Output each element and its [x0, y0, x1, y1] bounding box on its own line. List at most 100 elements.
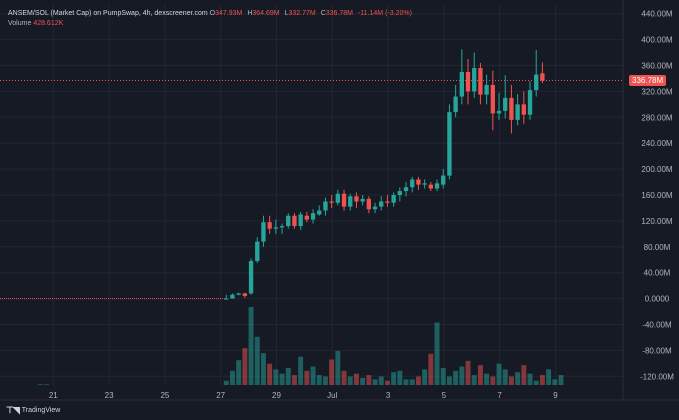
candle-body — [403, 187, 409, 192]
volume-bar — [322, 376, 328, 385]
volume-bar — [391, 372, 397, 385]
volume-bar — [37, 384, 43, 385]
volume-bar — [353, 373, 359, 385]
candle-body — [279, 226, 285, 228]
candle-body — [255, 241, 260, 262]
volume-bar — [285, 367, 291, 385]
y-tick-label: 400.00M — [641, 36, 672, 45]
volume-bar — [409, 379, 415, 385]
volume-bar — [372, 379, 378, 385]
candle-body — [298, 214, 303, 227]
volume-bar — [552, 379, 558, 385]
candle-body — [366, 198, 372, 210]
volume-bar — [453, 370, 459, 385]
volume-bar — [248, 307, 254, 385]
volume-bar — [223, 380, 229, 385]
candle-body — [410, 179, 415, 188]
x-tick-label: 5 — [442, 391, 447, 400]
candle-body — [354, 196, 359, 202]
y-tick-label: 0.0000 — [645, 295, 670, 304]
candle-body — [416, 179, 421, 185]
volume-bar — [546, 369, 552, 385]
tradingview-logo[interactable]: ⊤◥ TradingView — [6, 405, 60, 416]
x-tick-label: Jul — [327, 391, 337, 400]
volume-bar — [267, 363, 273, 385]
candle-body — [341, 193, 347, 207]
candle-body — [459, 71, 464, 97]
candle-body — [465, 71, 471, 92]
candle-body — [385, 201, 390, 203]
volume-bar — [415, 376, 421, 385]
volume-bar — [446, 376, 452, 385]
volume-label: Volume — [8, 20, 32, 27]
volume-bar — [366, 375, 372, 385]
x-tick-label: 25 — [160, 391, 169, 400]
volume-bar — [335, 350, 341, 385]
last-price-label: 336.78M — [629, 74, 667, 86]
volume-bar — [298, 356, 304, 385]
candle-body — [379, 201, 384, 207]
low-value: 332.77M — [288, 10, 316, 17]
candle-body — [292, 215, 297, 227]
volume-bar — [260, 353, 266, 385]
volume-bar — [347, 376, 353, 385]
volume-bar — [397, 370, 403, 385]
volume-bar — [496, 363, 502, 385]
x-tick-label: 9 — [553, 391, 558, 400]
x-tick-label: 23 — [105, 391, 114, 400]
volume-bar — [310, 366, 316, 385]
chart-legend: ANSEM/SOL (Market Cap) on PumpSwap, 4h, … — [8, 9, 415, 19]
candle-body — [441, 175, 446, 185]
volume-bar — [508, 376, 514, 385]
open-label: O — [209, 10, 216, 17]
x-tick-label: 3 — [386, 391, 391, 400]
candle-body — [335, 193, 341, 203]
candle-body — [428, 184, 434, 189]
change-value: -11.14M (-3.20%) — [357, 10, 412, 17]
volume-bar — [527, 373, 533, 385]
candle-body — [329, 201, 334, 203]
y-tick-label: -120.00M — [640, 372, 674, 381]
volume-bar — [471, 375, 477, 385]
y-tick-label: 320.00M — [641, 87, 672, 96]
candle-body — [323, 201, 328, 211]
y-tick-label: 360.00M — [641, 62, 672, 71]
candle-body — [261, 222, 266, 242]
volume-bar — [477, 365, 483, 385]
y-tick-label: 40.00M — [644, 269, 671, 278]
candle-body — [434, 183, 440, 189]
volume-bar — [341, 370, 347, 385]
candle-body — [447, 112, 452, 176]
volume-bar — [384, 380, 390, 385]
volume-bar — [229, 370, 235, 385]
volume-bar — [490, 376, 496, 385]
open-value: 347.93M — [215, 10, 243, 17]
volume-bar — [484, 373, 490, 385]
volume-bar — [44, 384, 49, 385]
close-value: 336.78M — [325, 10, 354, 17]
candle-body — [372, 206, 378, 210]
volume-legend: Volume 428.612K — [8, 19, 63, 29]
x-tick-label: 27 — [216, 391, 225, 400]
candle-body — [453, 96, 458, 113]
candle-body — [527, 90, 533, 115]
candle-body — [286, 215, 291, 227]
x-tick-label: 21 — [49, 391, 58, 400]
volume-bar — [329, 359, 335, 385]
volume-bar — [291, 375, 297, 385]
candle-body — [484, 84, 489, 95]
volume-bar — [254, 336, 260, 385]
candle-body — [391, 195, 396, 203]
y-tick-label: -40.00M — [642, 320, 672, 329]
volume-bar — [360, 377, 366, 385]
volume-bar — [273, 369, 279, 385]
volume-bar — [558, 375, 564, 385]
candle-body — [317, 210, 322, 215]
y-tick-label: 440.00M — [641, 10, 672, 19]
volume-bar — [316, 375, 322, 385]
candle-body — [230, 294, 235, 299]
candle-body — [360, 198, 365, 202]
candle-body — [422, 183, 427, 185]
volume-bar — [422, 369, 428, 385]
